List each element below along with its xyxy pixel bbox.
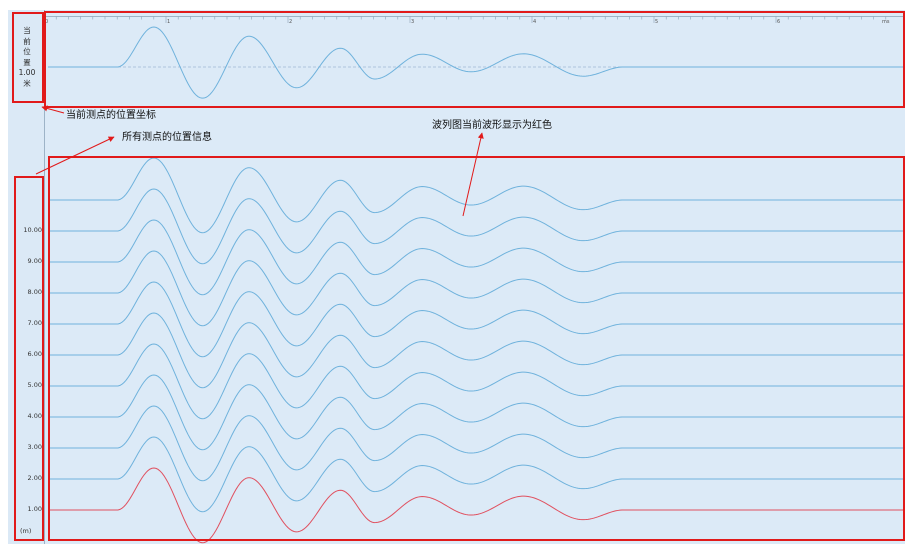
- position-tick-label: 8.00: [27, 288, 42, 296]
- position-axis-unit: (m): [20, 527, 32, 535]
- time-axis-unit: ms: [882, 19, 890, 25]
- current-position-char: 位: [23, 47, 31, 56]
- all-points-annotation: 所有测点的位置信息: [122, 132, 212, 143]
- wave-trace: [48, 405, 904, 482]
- current-position-value: 1.00: [18, 68, 36, 77]
- wave-trace: [48, 188, 904, 265]
- current-wave-line: [48, 26, 904, 99]
- single-wave-plot[interactable]: [44, 10, 905, 106]
- wave-trace: [48, 374, 904, 451]
- current-position-label: 当 前 位 置 1.00 米: [14, 26, 40, 89]
- wave-trace: [48, 343, 904, 420]
- current-wave-plot: [48, 26, 905, 99]
- position-tick-label: 6.00: [27, 350, 42, 358]
- wave-trace: [48, 219, 904, 296]
- position-tick-label: 5.00: [27, 381, 42, 389]
- current-position-panel: [8, 10, 44, 106]
- left-spacer-panel: [8, 106, 44, 166]
- wave-trace: [48, 250, 904, 327]
- all-points-arrow: [35, 136, 115, 175]
- red-wave-annotation: 波列图当前波形显示为红色: [432, 120, 552, 131]
- wave-train: [48, 157, 904, 544]
- time-tick-label: 2: [289, 19, 292, 25]
- position-tick-label: 10.00: [23, 226, 42, 234]
- time-tick-label: 1: [167, 19, 170, 25]
- time-tick-label: 0: [45, 19, 48, 25]
- position-tick-label: 7.00: [27, 319, 42, 327]
- current-position-char: 前: [23, 36, 31, 46]
- time-tick-label: 6: [777, 19, 780, 25]
- position-tick-label: 4.00: [27, 412, 42, 420]
- time-tick-label: 5: [655, 19, 658, 25]
- time-tick-label: 3: [411, 19, 414, 25]
- current-position-unit: 米: [23, 78, 31, 88]
- time-tick-label: 4: [533, 19, 536, 25]
- coord-arrow: [41, 105, 65, 114]
- wave-trace: [48, 281, 904, 358]
- coord-annotation: 当前测点的位置坐标: [66, 110, 156, 121]
- position-tick-label: 3.00: [27, 443, 42, 451]
- position-tick-label: 9.00: [27, 257, 42, 265]
- current-wave-trace: [48, 467, 904, 544]
- wave-trace: [48, 312, 904, 389]
- wave-trace: [48, 157, 904, 234]
- red-wave-arrow: [462, 132, 484, 217]
- current-position-char: 当: [23, 26, 31, 35]
- time-axis: 0 1 2 3 4 5 6 ms: [43, 16, 905, 25]
- wave-trace: [48, 436, 904, 513]
- panel-divider: [44, 10, 45, 544]
- current-position-char: 置: [23, 57, 31, 67]
- position-tick-label: 1.00: [27, 505, 42, 513]
- plot-spacer-band: [44, 106, 905, 156]
- position-tick-label: 2.00: [27, 474, 42, 482]
